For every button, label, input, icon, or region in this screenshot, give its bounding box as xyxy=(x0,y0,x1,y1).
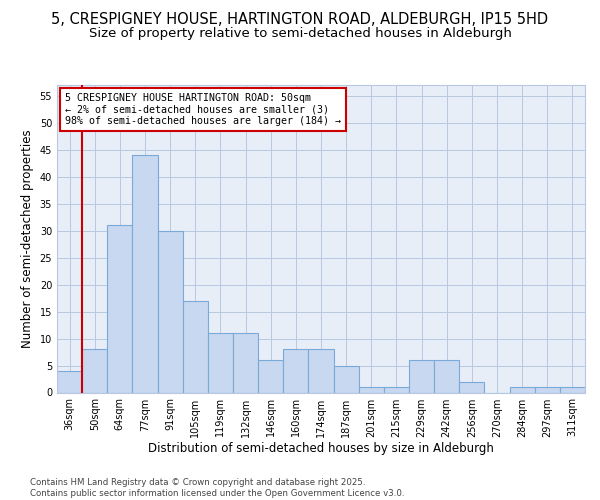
X-axis label: Distribution of semi-detached houses by size in Aldeburgh: Distribution of semi-detached houses by … xyxy=(148,442,494,456)
Bar xyxy=(283,350,308,393)
Bar xyxy=(308,350,334,393)
Bar xyxy=(334,366,359,392)
Bar xyxy=(158,230,183,392)
Bar xyxy=(409,360,434,392)
Bar xyxy=(107,226,133,392)
Text: 5 CRESPIGNEY HOUSE HARTINGTON ROAD: 50sqm
← 2% of semi-detached houses are small: 5 CRESPIGNEY HOUSE HARTINGTON ROAD: 50sq… xyxy=(65,92,341,126)
Bar xyxy=(82,350,107,393)
Bar xyxy=(133,155,158,392)
Bar xyxy=(509,387,535,392)
Bar xyxy=(233,333,258,392)
Bar xyxy=(434,360,459,392)
Bar xyxy=(183,301,208,392)
Bar xyxy=(57,371,82,392)
Text: Contains HM Land Registry data © Crown copyright and database right 2025.
Contai: Contains HM Land Registry data © Crown c… xyxy=(30,478,404,498)
Bar xyxy=(208,333,233,392)
Text: 5, CRESPIGNEY HOUSE, HARTINGTON ROAD, ALDEBURGH, IP15 5HD: 5, CRESPIGNEY HOUSE, HARTINGTON ROAD, AL… xyxy=(52,12,548,28)
Y-axis label: Number of semi-detached properties: Number of semi-detached properties xyxy=(21,130,34,348)
Bar xyxy=(359,387,384,392)
Bar xyxy=(535,387,560,392)
Bar xyxy=(258,360,283,392)
Text: Size of property relative to semi-detached houses in Aldeburgh: Size of property relative to semi-detach… xyxy=(89,28,511,40)
Bar xyxy=(560,387,585,392)
Bar xyxy=(459,382,484,392)
Bar xyxy=(384,387,409,392)
